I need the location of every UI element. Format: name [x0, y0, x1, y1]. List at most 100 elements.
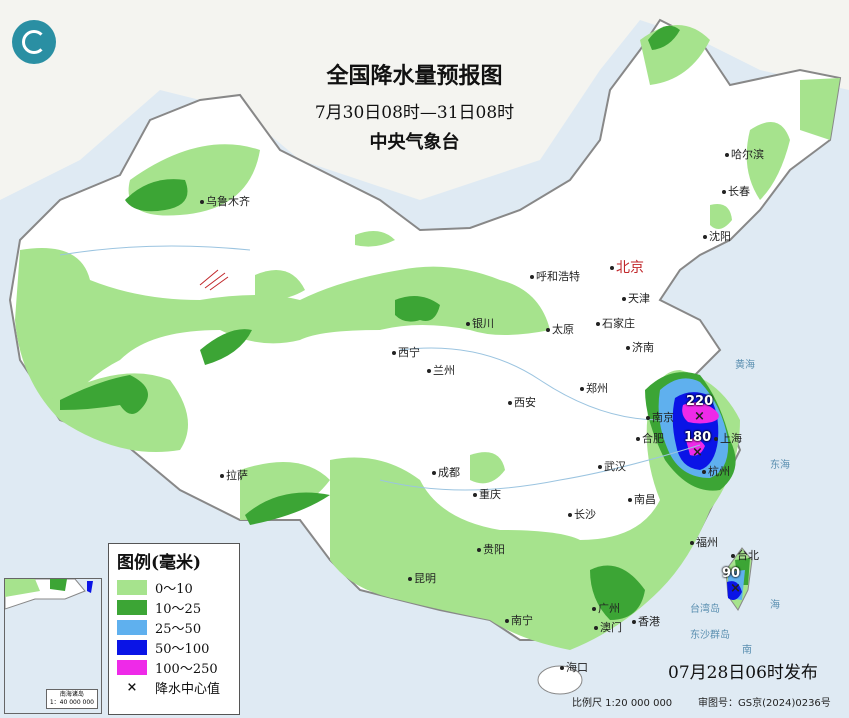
city-name: 武汉: [604, 460, 626, 473]
sea-label: 台湾岛: [690, 604, 720, 615]
legend-swatch: [117, 599, 147, 615]
city-name: 海口: [566, 661, 588, 674]
map-review-number: 审图号：GS京(2024)0236号: [698, 698, 831, 709]
city-dot-icon: [626, 346, 630, 350]
city-label: 南宁: [505, 614, 533, 627]
neighbor-land: [0, 0, 849, 200]
peak-center-icon: ×: [730, 581, 741, 596]
city-dot-icon: [646, 416, 650, 420]
map-scale: 比例尺 1:20 000 000: [572, 698, 673, 709]
legend-title: 图例(毫米): [117, 553, 202, 573]
city-name: 重庆: [479, 488, 501, 501]
legend: 图例(毫米) 0～10 10～25 25～50 50～100 100～250 × 降水中心值: [108, 543, 240, 715]
city-label: 乌鲁木齐: [200, 195, 250, 208]
city-label: 兰州: [427, 364, 455, 377]
city-label: 武汉: [598, 460, 626, 473]
city-name: 上海: [720, 432, 742, 445]
city-name: 沈阳: [709, 230, 731, 243]
city-label: 银川: [466, 317, 494, 330]
city-dot-icon: [392, 351, 396, 355]
legend-item: 0～10: [117, 577, 239, 597]
city-label: 呼和浩特: [530, 270, 580, 283]
city-name: 广州: [598, 602, 620, 615]
city-label: 西宁: [392, 346, 420, 359]
city-label: 贵阳: [477, 543, 505, 556]
legend-swatch: [117, 639, 147, 655]
legend-label: 0～10: [155, 581, 193, 597]
city-label: 广州: [592, 602, 620, 615]
city-dot-icon: [636, 437, 640, 441]
city-name: 拉萨: [226, 469, 248, 482]
sea-label: 南: [742, 645, 752, 656]
peak-value: 90: [722, 566, 741, 581]
city-dot-icon: [598, 465, 602, 469]
city-label: 台北: [731, 549, 759, 562]
city-name: 杭州: [708, 465, 730, 478]
peak-center-icon: ×: [694, 409, 705, 424]
city-dot-icon: [477, 548, 481, 552]
peak-center-icon: ×: [692, 445, 703, 460]
inset-scale: 1：40 000 000: [49, 699, 94, 706]
legend-item: 25～50: [117, 617, 239, 637]
city-name: 成都: [438, 466, 460, 479]
map-title: 全国降水量预报图: [326, 63, 503, 89]
city-name: 天津: [628, 292, 650, 305]
city-name: 昆明: [414, 572, 436, 585]
city-name: 哈尔滨: [731, 148, 764, 161]
city-dot-icon: [594, 626, 598, 630]
legend-swatch: [117, 619, 147, 635]
city-dot-icon: [703, 235, 707, 239]
city-dot-icon: [731, 554, 735, 558]
city-label: 沈阳: [703, 230, 731, 243]
city-dot-icon: [427, 369, 431, 373]
city-dot-icon: [546, 328, 550, 332]
peak-value: 220: [686, 394, 714, 409]
city-dot-icon: [596, 322, 600, 326]
city-dot-icon: [568, 513, 572, 517]
city-name: 石家庄: [602, 317, 635, 330]
city-dot-icon: [702, 470, 706, 474]
legend-swatch: [117, 579, 147, 595]
city-label: 北京: [610, 260, 644, 276]
city-name: 长沙: [574, 508, 596, 521]
city-dot-icon: [508, 401, 512, 405]
city-dot-icon: [725, 153, 729, 157]
city-name: 长春: [728, 185, 750, 198]
city-name: 南昌: [634, 493, 656, 506]
city-label: 合肥: [636, 432, 664, 445]
city-label: 石家庄: [596, 317, 635, 330]
legend-item: 100～250: [117, 657, 239, 677]
city-label: 上海: [714, 432, 742, 445]
legend-item: 50～100: [117, 637, 239, 657]
river: [379, 444, 701, 491]
sea-label: 东沙群岛: [690, 630, 730, 641]
city-label: 天津: [622, 292, 650, 305]
city-label: 拉萨: [220, 469, 248, 482]
river: [59, 245, 251, 256]
legend-item: × 降水中心值: [117, 677, 239, 697]
city-name: 西宁: [398, 346, 420, 359]
city-label: 香港: [632, 615, 660, 628]
city-dot-icon: [408, 577, 412, 581]
city-name: 兰州: [433, 364, 455, 377]
peak-center-icon: ×: [126, 679, 138, 695]
city-dot-icon: [610, 266, 614, 270]
legend-item: 10～25: [117, 597, 239, 617]
city-dot-icon: [690, 541, 694, 545]
city-label: 济南: [626, 341, 654, 354]
inset-map: [4, 578, 93, 610]
cma-logo: [12, 20, 56, 64]
sea-label: 东海: [770, 460, 790, 471]
rain-100-250: [682, 402, 719, 456]
city-label: 重庆: [473, 488, 501, 501]
city-name: 南京: [652, 411, 674, 424]
city-name: 台北: [737, 549, 759, 562]
sea-label: 海: [770, 600, 780, 611]
legend-label: 50～100: [155, 641, 210, 657]
inset-caption: 南海诸岛 1：40 000 000: [45, 689, 98, 709]
city-label: 长沙: [568, 508, 596, 521]
city-label: 海口: [560, 661, 588, 674]
city-dot-icon: [530, 275, 534, 279]
city-name: 南宁: [511, 614, 533, 627]
